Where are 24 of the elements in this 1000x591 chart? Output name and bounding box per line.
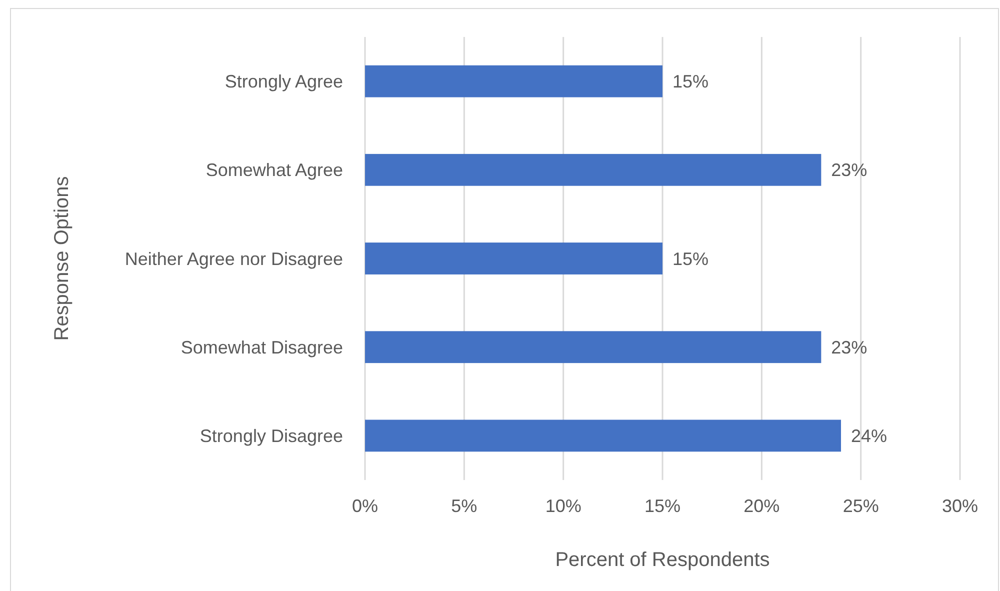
y-tick-label: Strongly Agree	[224, 72, 343, 92]
y-tick-label: Somewhat Agree	[206, 160, 343, 180]
x-tick-label: 30%	[942, 496, 978, 516]
x-tick-label: 5%	[451, 496, 478, 516]
x-tick-label: 0%	[352, 496, 378, 516]
y-tick-label: Somewhat Disagree	[180, 337, 343, 358]
x-tick-label: 25%	[842, 496, 879, 516]
x-axis-title: Percent of Respondents	[555, 549, 770, 571]
data-label: 15%	[672, 72, 709, 92]
bar	[365, 331, 822, 364]
bar	[365, 65, 662, 98]
y-tick-label: Neither Agree nor Disagree	[124, 248, 343, 269]
x-tick-label: 15%	[644, 496, 681, 516]
bar	[365, 154, 822, 186]
data-label: 15%	[672, 248, 709, 269]
bar	[365, 242, 662, 274]
y-tick-label: Strongly Disagree	[200, 426, 343, 446]
x-tick-label: 20%	[744, 496, 780, 516]
x-tick-label: 10%	[545, 496, 582, 516]
bar	[365, 420, 841, 452]
data-label: 23%	[831, 160, 868, 180]
data-label: 23%	[831, 337, 868, 358]
y-axis-title: Response Options	[51, 176, 73, 341]
data-label: 24%	[851, 426, 888, 446]
